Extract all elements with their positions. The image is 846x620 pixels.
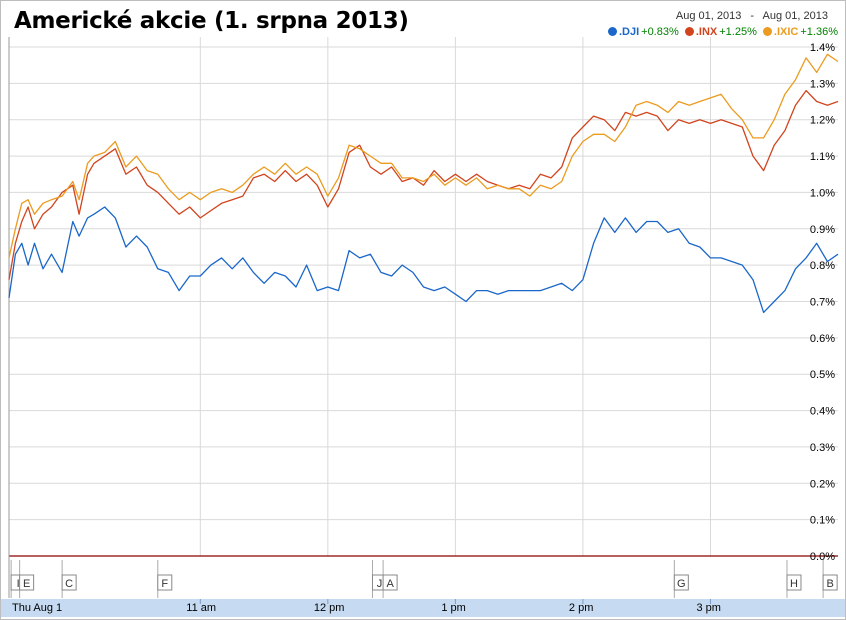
y-tick-label: 1.2% [810, 115, 835, 127]
flag-label: I [17, 578, 20, 590]
legend-item-ixic[interactable]: .IXIC +1.36% [762, 26, 838, 38]
flag-box[interactable] [822, 574, 838, 591]
y-tick-label: 0.5% [810, 369, 835, 381]
legend-name: .INX [695, 26, 718, 38]
time-axis: Thu Aug 1 11 am 12 pm 1 pm 2 pm 3 pm [1, 599, 845, 617]
x-tick-label: 3 pm [696, 602, 720, 614]
y-tick-label: 0.3% [810, 442, 835, 454]
flag-label: F [161, 578, 168, 590]
legend: .DJI +0.83% .INX +1.25% .IXIC +1.36% [605, 26, 838, 38]
y-tick-label: 0.1% [810, 515, 835, 527]
series-line-dji[interactable] [8, 206, 839, 314]
x-tick-label: 12 pm [314, 602, 345, 614]
y-tick-label: 1.4% [810, 42, 835, 54]
flag-label: A [386, 578, 394, 590]
y-tick-label: 0.2% [810, 478, 835, 490]
y-tick-label: 0.0% [810, 551, 835, 563]
x-tick-label: 2 pm [569, 602, 593, 614]
flag-box[interactable] [673, 574, 689, 591]
legend-change: +0.83% [641, 26, 679, 38]
date-range-separator: - [750, 10, 755, 22]
legend-item-dji[interactable]: .DJI +0.83% [607, 26, 682, 38]
y-tick-label: 1.0% [810, 187, 835, 199]
flag-box[interactable] [382, 574, 398, 591]
legend-dot-icon [684, 27, 694, 36]
flag-box[interactable] [157, 574, 173, 591]
y-tick-label: 1.3% [810, 78, 835, 90]
flag-box[interactable] [786, 574, 802, 591]
flag-label: J [377, 578, 383, 590]
date-range-to[interactable]: Aug 01, 2013 [762, 10, 828, 22]
legend-dot-icon [607, 27, 617, 36]
date-range-from[interactable]: Aug 01, 2013 [675, 10, 742, 22]
legend-name: .IXIC [773, 26, 799, 38]
y-tick-label: 0.7% [810, 297, 835, 309]
y-tick-label: 1.1% [810, 151, 835, 163]
legend-name: .DJI [618, 26, 640, 38]
time-axis-bar [1, 599, 845, 617]
flag-label: H [790, 578, 798, 590]
series-lines[interactable] [8, 53, 839, 314]
chart-title: Americké akcie (1. srpna 2013) [14, 8, 409, 34]
grid-lines [8, 37, 838, 598]
series-line-ixic[interactable] [8, 53, 839, 259]
y-tick-label: 0.8% [810, 260, 835, 272]
flag-box[interactable] [61, 574, 77, 591]
flag-label: B [826, 578, 833, 590]
y-tick-label: 0.9% [810, 224, 835, 236]
legend-change: +1.36% [800, 26, 838, 38]
legend-change: +1.25% [719, 26, 757, 38]
legend-dot-icon [762, 27, 772, 36]
y-tick-label: 0.4% [810, 406, 835, 418]
flag-box[interactable] [19, 574, 35, 591]
x-tick-label: 1 pm [441, 602, 465, 614]
legend-item-inx[interactable]: .INX +1.25% [684, 26, 760, 38]
flag-label: C [65, 578, 73, 590]
series-line-inx[interactable] [8, 89, 839, 280]
flag-label: E [23, 578, 30, 590]
flag-label: G [677, 578, 686, 590]
y-axis: 0.0% 0.1% 0.2% 0.3% 0.4% 0.5% 0.6% 0.7% 0.8% 0.9%… [810, 42, 835, 563]
x-tick-label: 11 am [186, 602, 216, 614]
y-tick-label: 0.6% [810, 333, 835, 345]
x-tick-label: Thu Aug 1 [12, 602, 62, 614]
date-range: Aug 01, 2013 - Aug 01, 2013 [676, 10, 828, 22]
